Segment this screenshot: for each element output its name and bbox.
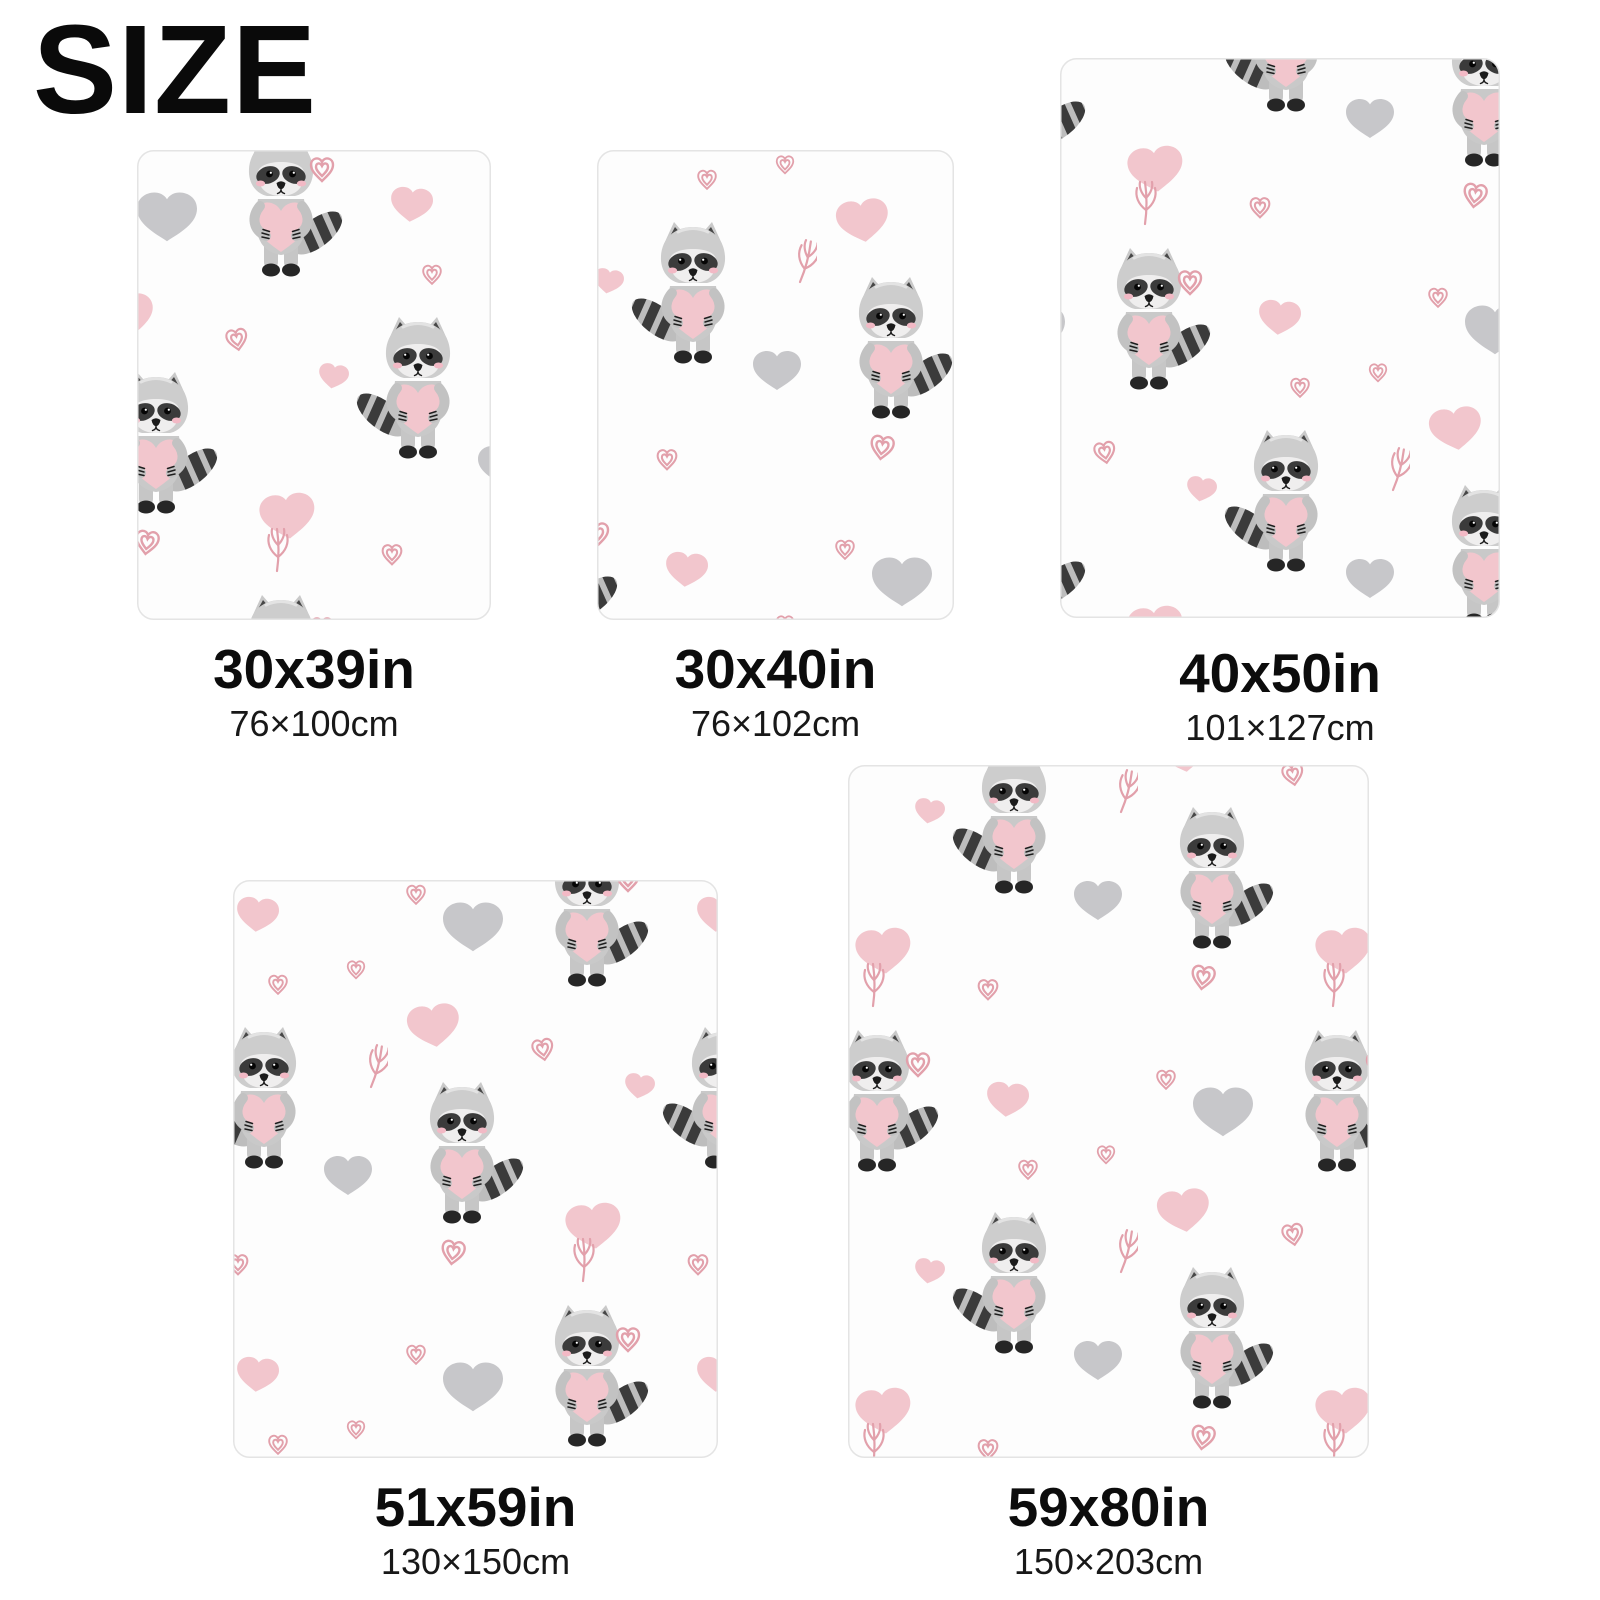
page-title: SIZE [33, 0, 318, 140]
size-label-inches: 30x40in [674, 638, 877, 700]
fabric-swatch-40x50in [1060, 58, 1500, 618]
size-option-30x39: 30x39in 76×100cm [137, 150, 491, 742]
size-label-cm: 101×127cm [1185, 707, 1375, 748]
size-option-59x80: 59x80in 150×203cm [848, 765, 1369, 1580]
fabric-swatch-30x40in [597, 150, 954, 620]
fabric-swatch-59x80in [848, 765, 1369, 1458]
size-label-cm: 150×203cm [1013, 1541, 1204, 1582]
size-label-cm: 76×102cm [690, 703, 861, 744]
size-label-inches: 40x50in [1179, 642, 1381, 704]
size-label-inches: 51x59in [374, 1476, 577, 1538]
fabric-swatch-30x39in [137, 150, 491, 620]
size-option-40x50: 40x50in 101×127cm [1060, 58, 1500, 746]
size-option-51x59: 51x59in 130×150cm [233, 880, 718, 1580]
size-label-inches: 59x80in [1007, 1476, 1210, 1538]
fabric-swatch-51x59in [233, 880, 718, 1458]
size-option-30x40: 30x40in 76×102cm [597, 150, 954, 742]
size-label-cm: 76×100cm [229, 703, 399, 744]
size-label-cm: 130×150cm [380, 1541, 571, 1582]
size-label-inches: 30x39in [213, 638, 415, 700]
